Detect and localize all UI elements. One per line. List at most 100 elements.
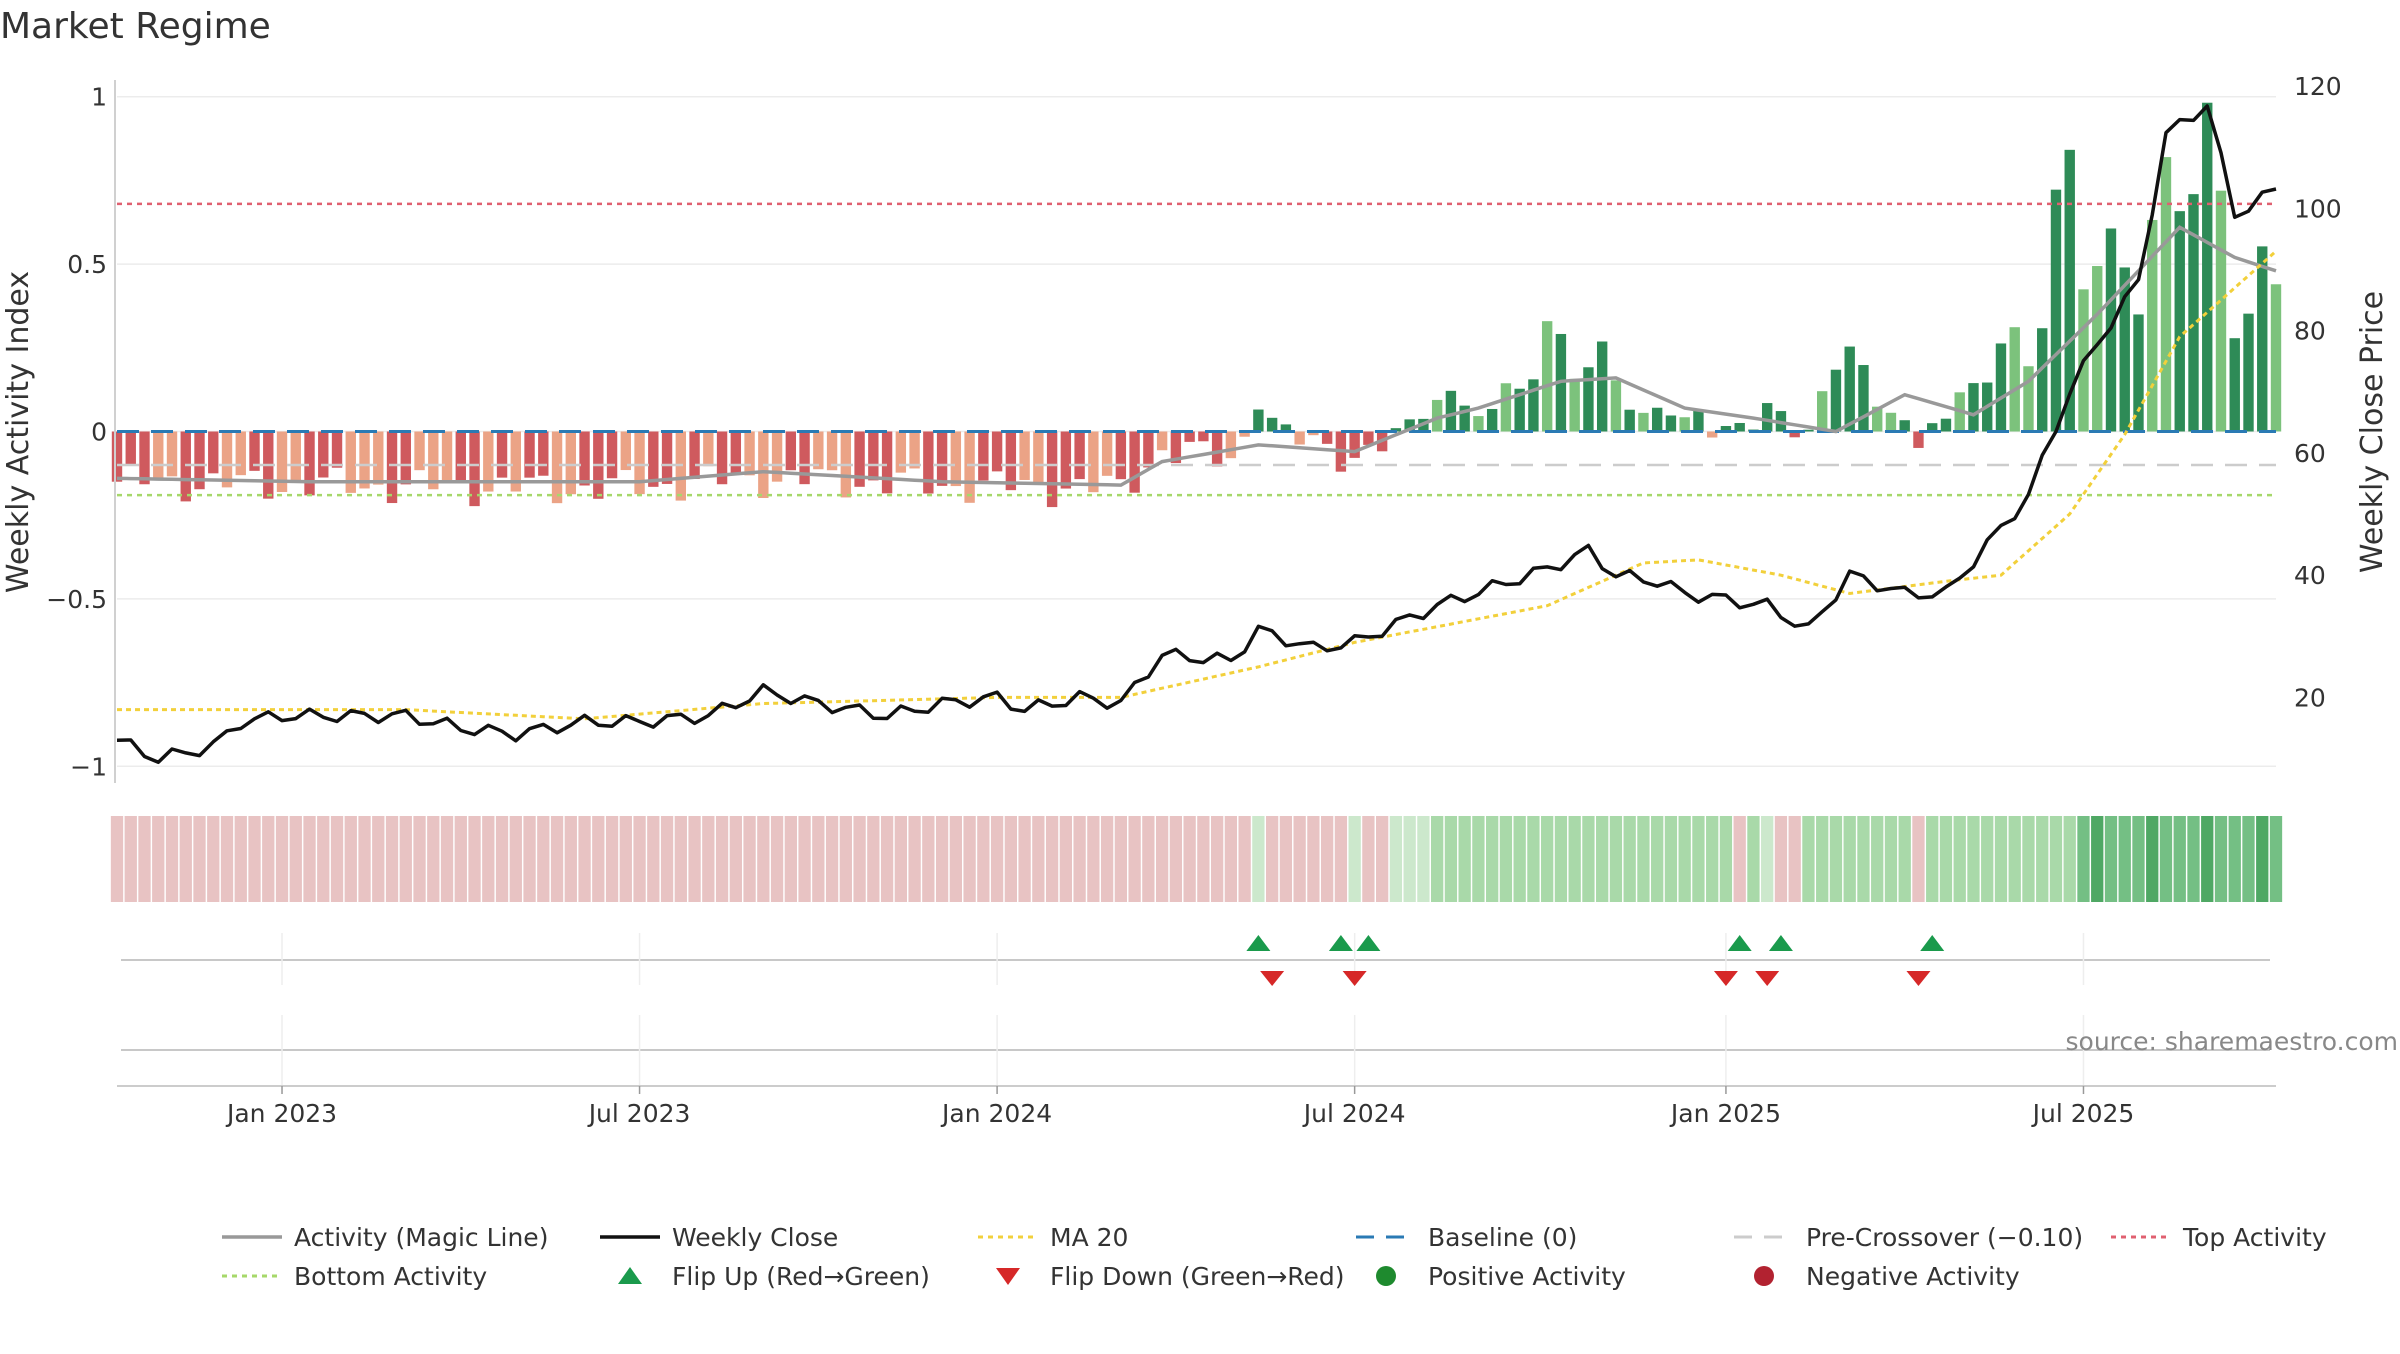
regime-cell (1032, 816, 1045, 902)
regime-cell (1224, 816, 1238, 902)
activity-bar (1088, 431, 1099, 493)
legend-label: Pre-Crossover (−0.10) (1806, 1223, 2083, 1252)
regime-cell (633, 816, 646, 902)
activity-bar (826, 431, 838, 471)
regime-cell (523, 816, 536, 902)
regime-cell (1375, 816, 1389, 902)
regime-cell (1155, 816, 1169, 902)
y-tick-label: 0 (91, 418, 107, 447)
regime-cell (1843, 816, 1856, 902)
regime-cell (935, 816, 949, 902)
flip-up-marker (1246, 935, 1271, 951)
regime-cell (1238, 816, 1251, 902)
y2-tick-label: 20 (2294, 683, 2326, 712)
activity-bar (1830, 369, 1842, 432)
regime-cell (1994, 816, 2008, 902)
activity-bar (166, 431, 178, 477)
activity-bars (111, 102, 2282, 508)
regime-cell (990, 816, 1004, 902)
legend-item: Positive Activity (1376, 1262, 1626, 1291)
activity-bar (1899, 420, 1910, 432)
regime-cell (729, 816, 742, 902)
activity-bar (648, 431, 659, 487)
regime-cell (1747, 816, 1760, 902)
legend-label: Flip Down (Green→Red) (1050, 1262, 1345, 1291)
activity-bar (441, 431, 453, 482)
regime-cell (2159, 816, 2173, 902)
regime-cell (1059, 816, 1073, 902)
activity-bar (139, 431, 150, 485)
regime-cell (2187, 816, 2200, 902)
activity-bar (1404, 419, 1415, 432)
regime-cell (468, 816, 481, 902)
regime-cell (1417, 816, 1430, 902)
flip-down-marker (1906, 971, 1931, 986)
activity-bar (304, 431, 315, 496)
activity-bar (2133, 314, 2144, 432)
x-tick-label: Jan 2024 (940, 1099, 1052, 1128)
regime-cell (2036, 816, 2049, 902)
regime-cell (1609, 816, 1623, 902)
regime-cell (1554, 816, 1568, 902)
activity-bar (1734, 422, 1745, 432)
activity-bar (634, 431, 645, 495)
x-tick-label: Jan 2025 (1669, 1099, 1781, 1128)
activity-bar (909, 431, 920, 469)
activity-bar (1624, 409, 1635, 432)
activity-bar (290, 431, 301, 482)
legend-item: Pre-Crossover (−0.10) (1734, 1223, 2083, 1252)
regime-cell (152, 816, 165, 902)
axes: 1 0.5 0 −0.5 −1 120 100 80 60 40 20 (46, 72, 2342, 783)
regime-cell (880, 816, 894, 902)
regime-cell (1265, 816, 1279, 902)
legend-swatch-tri-up (618, 1267, 642, 1284)
legend-item: Top Activity (2111, 1223, 2327, 1252)
regime-cell (1829, 816, 1843, 902)
activity-bar (661, 431, 673, 484)
activity-bar (2243, 313, 2254, 432)
regime-cell (1320, 816, 1334, 902)
regime-cell (179, 816, 192, 902)
activity-bar (1239, 431, 1250, 437)
regime-cell (688, 816, 701, 902)
activity-bar (1995, 343, 2007, 432)
activity-bar (1693, 409, 1704, 432)
activity-bar (1294, 431, 1305, 445)
activity-bar (620, 431, 632, 471)
x-tick-label: Jan 2023 (225, 1099, 337, 1128)
regime-cell (853, 816, 866, 902)
regime-cell (770, 816, 784, 902)
activity-bar (1225, 431, 1237, 459)
x-axis: Jan 2023 Jul 2023 Jan 2024 Jul 2024 Jan 2025… (117, 1085, 2276, 1128)
regime-cell (1100, 816, 1114, 902)
regime-cell (234, 816, 247, 902)
activity-bar (1211, 431, 1223, 467)
regime-cell (2214, 816, 2228, 902)
regime-cell (1045, 816, 1059, 902)
activity-bar (1817, 391, 1828, 432)
regime-cell (1719, 816, 1733, 902)
regime-cell (2173, 816, 2186, 902)
legend-item: Activity (Magic Line) (222, 1223, 548, 1252)
regime-cell (784, 816, 797, 902)
regime-cell (674, 816, 687, 902)
activity-bar (2215, 190, 2227, 432)
activity-bar (276, 431, 288, 493)
activity-bar (1844, 346, 1855, 432)
regime-cell (1513, 816, 1526, 902)
legend-item: MA 20 (978, 1223, 1128, 1252)
activity-bar (1913, 431, 1924, 448)
legend-label: Flip Up (Red→Green) (672, 1262, 930, 1291)
activity-bar (1321, 431, 1333, 444)
y-tick-label: −1 (70, 752, 107, 781)
activity-bar (551, 431, 563, 504)
activity-bar (978, 431, 989, 481)
activity-bar (923, 431, 934, 494)
activity-bar (2160, 157, 2172, 432)
regime-cell (1623, 816, 1636, 902)
regime-cell (1637, 816, 1650, 902)
regime-cell (2022, 816, 2035, 902)
regime-cell (2269, 816, 2283, 902)
activity-bar (1596, 341, 1608, 432)
